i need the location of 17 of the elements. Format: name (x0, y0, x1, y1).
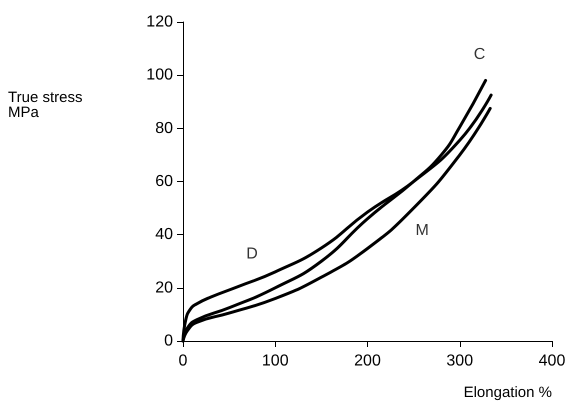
series-label: M (416, 222, 429, 239)
series-label: D (246, 245, 258, 262)
y-tick-label: 20 (155, 279, 174, 296)
y-tick-label: 120 (146, 14, 174, 30)
y-tick-label: 100 (146, 66, 174, 84)
x-tick-label: 300 (446, 352, 474, 370)
y-tick-label: 0 (164, 332, 174, 350)
x-axis-title: Elongation % (464, 384, 552, 401)
x-tick-label: 400 (538, 352, 566, 370)
x-tick-label: 100 (262, 352, 289, 370)
y-tick-label: 80 (155, 120, 174, 137)
x-tick-label: 200 (354, 352, 381, 370)
series-label: C (474, 46, 486, 63)
y-axis-title: True stress MPa (8, 89, 82, 121)
y-tick-label: 60 (155, 173, 174, 190)
y-tick-label: 40 (155, 226, 174, 244)
x-tick-label: 0 (178, 352, 188, 370)
